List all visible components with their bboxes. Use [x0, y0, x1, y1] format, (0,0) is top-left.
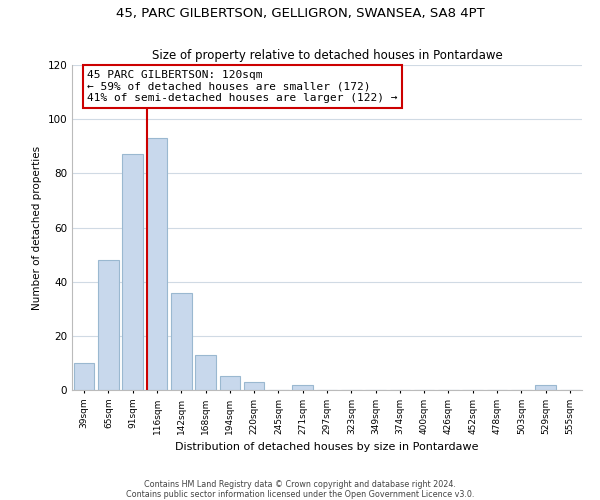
- Y-axis label: Number of detached properties: Number of detached properties: [32, 146, 42, 310]
- Bar: [195, 355, 216, 390]
- Bar: [146, 138, 167, 390]
- Bar: [220, 376, 240, 390]
- Bar: [535, 384, 556, 390]
- Bar: [244, 382, 265, 390]
- Title: Size of property relative to detached houses in Pontardawe: Size of property relative to detached ho…: [152, 50, 502, 62]
- Text: 45 PARC GILBERTSON: 120sqm
← 59% of detached houses are smaller (172)
41% of sem: 45 PARC GILBERTSON: 120sqm ← 59% of deta…: [88, 70, 398, 103]
- Text: 45, PARC GILBERTSON, GELLIGRON, SWANSEA, SA8 4PT: 45, PARC GILBERTSON, GELLIGRON, SWANSEA,…: [116, 8, 484, 20]
- Bar: [98, 260, 119, 390]
- Bar: [122, 154, 143, 390]
- Bar: [74, 363, 94, 390]
- Text: Contains public sector information licensed under the Open Government Licence v3: Contains public sector information licen…: [126, 490, 474, 499]
- Bar: [292, 384, 313, 390]
- Text: Contains HM Land Registry data © Crown copyright and database right 2024.: Contains HM Land Registry data © Crown c…: [144, 480, 456, 489]
- X-axis label: Distribution of detached houses by size in Pontardawe: Distribution of detached houses by size …: [175, 442, 479, 452]
- Bar: [171, 292, 191, 390]
